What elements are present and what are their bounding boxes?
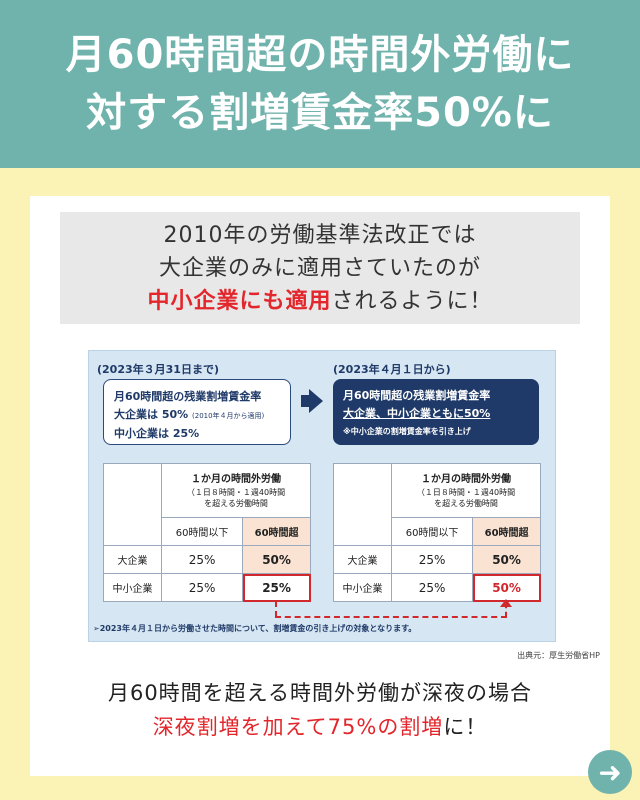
right-date: (2023年４月１日から) <box>333 363 451 376</box>
bottom-line-2: 深夜割増を加えて75%の割増に！ <box>153 710 488 744</box>
left-callout-sme: 中小企業は 25% <box>114 427 200 440</box>
right-callout-note: ※中小企業の割増賃金率を引き上げ <box>343 427 471 436</box>
table-head: １か月の時間外労働 （１日８時間・１週40時間 を超える労働時間 <box>161 463 311 518</box>
left-large-under: 25% <box>160 545 244 574</box>
row-large-label: 大企業 <box>333 545 392 574</box>
connector-arrow-icon <box>500 599 512 607</box>
corner-cell <box>333 463 392 546</box>
left-date: (2023年３月31日まで) <box>97 363 219 376</box>
intro-line-2: 大企業のみに適用さていたのが <box>158 255 481 281</box>
left-sme-over: 25% <box>242 573 311 602</box>
intro-box: 2010年の労働基準法改正では 大企業のみに適用さていたのが 中小企業にも適用さ… <box>60 212 580 324</box>
right-callout-title: 月60時間超の残業割増賃金率 <box>343 389 491 402</box>
title-line-1: 月60時間超の時間外労働に <box>65 32 575 78</box>
bottom-message: 月60時間を超える時間外労働が深夜の場合 深夜割増を加えて75%の割増に！ <box>30 676 610 744</box>
right-callout-both: 大企業、中小企業ともに50% <box>343 407 491 420</box>
row-large-label: 大企業 <box>103 545 162 574</box>
row-sme-label: 中小企業 <box>333 573 392 602</box>
right-callout: 月60時間超の残業割増賃金率 大企業、中小企業ともに50% ※中小企業の割増賃金… <box>333 379 539 445</box>
left-sme-under: 25% <box>160 573 244 602</box>
intro-line-3-rest: されるように！ <box>331 288 493 314</box>
source-credit: 出典元：厚生労働省HP <box>517 651 600 660</box>
table-head: １か月の時間外労働 （１日８時間・１週40時間 を超える労働時間 <box>391 463 541 518</box>
bottom-line-2-rest: に！ <box>443 715 488 739</box>
col-over-60: 60時間超 <box>242 517 311 546</box>
bottom-highlight: 深夜割増を加えて75%の割増 <box>152 715 444 739</box>
left-callout: 月60時間超の残業割増賃金率 大企業は 50% (2010年４月から適用) 中小… <box>103 379 291 445</box>
bottom-line-1: 月60時間を超える時間外労働が深夜の場合 <box>107 681 533 705</box>
col-over-60: 60時間超 <box>472 517 541 546</box>
right-large-over: 50% <box>472 545 541 574</box>
connector-up <box>505 603 507 617</box>
arrow-right-icon: ➜ <box>598 755 622 789</box>
right-sme-under: 25% <box>390 573 474 602</box>
left-callout-large: 大企業は 50% (2010年４月から適用) <box>114 408 265 421</box>
left-callout-title: 月60時間超の残業割増賃金率 <box>114 390 262 403</box>
content-card: 2010年の労働基準法改正では 大企業のみに適用さていたのが 中小企業にも適用さ… <box>30 196 610 776</box>
col-under-60: 60時間以下 <box>390 517 474 546</box>
comparison-figure: (2023年３月31日まで) 月60時間超の残業割増賃金率 大企業は 50% (… <box>88 350 556 642</box>
title-line-2: 対する割増賃金率50%に <box>86 90 554 136</box>
connector-line <box>275 616 507 618</box>
left-large-over: 50% <box>242 545 311 574</box>
connector-down <box>275 601 277 617</box>
intro-line-1: 2010年の労働基準法改正では <box>163 222 477 248</box>
right-large-under: 25% <box>390 545 474 574</box>
right-rate-table: １か月の時間外労働 （１日８時間・１週40時間 を超える労働時間 60時間以下 … <box>333 463 541 602</box>
col-under-60: 60時間以下 <box>160 517 244 546</box>
corner-cell <box>103 463 162 546</box>
next-page-button[interactable]: ➜ <box>588 750 632 794</box>
intro-highlight: 中小企業にも適用 <box>147 288 332 314</box>
left-rate-table: １か月の時間外労働 （１日８時間・１週40時間 を超える労働時間 60時間以下 … <box>103 463 311 602</box>
title-banner: 月60時間超の時間外労働に 対する割増賃金率50%に <box>0 0 640 168</box>
figure-footnote: ➢2023年４月１日から労働させた時間について、割増賃金の引き上げの対象となりま… <box>93 624 417 633</box>
row-sme-label: 中小企業 <box>103 573 162 602</box>
arrow-stem <box>301 395 311 407</box>
intro-line-3: 中小企業にも適用されるように！ <box>147 285 492 318</box>
arrow-right-icon <box>309 389 323 413</box>
right-sme-over: 50% <box>472 573 541 602</box>
